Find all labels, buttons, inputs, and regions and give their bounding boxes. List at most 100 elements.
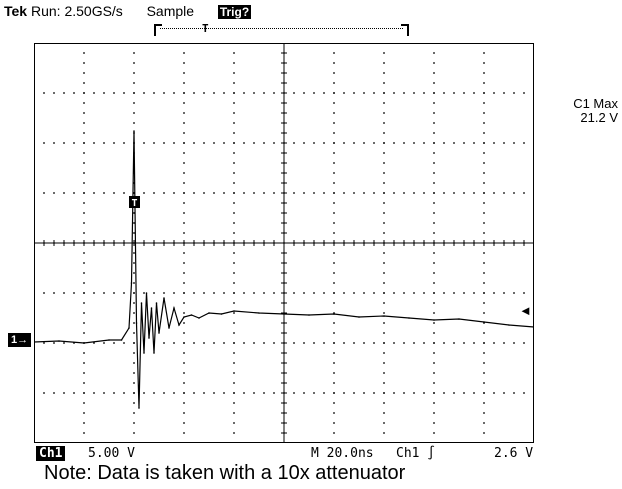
graticule-dot (413, 192, 415, 194)
graticule-dot (303, 392, 305, 394)
channel1-ground-marker: 1→ (8, 333, 32, 347)
graticule-dot (183, 212, 185, 214)
graticule-dot (83, 262, 85, 264)
graticule-dot (433, 142, 435, 144)
graticule-dot (463, 342, 465, 344)
graticule-dot (393, 142, 395, 144)
graticule-dot (293, 392, 295, 394)
graticule-dot (63, 142, 65, 144)
waveform-point (508, 324, 510, 326)
graticule-dot (383, 342, 385, 344)
graticule-dot (233, 122, 235, 124)
graticule-dot (343, 342, 345, 344)
graticule-dot (93, 292, 95, 294)
graticule-dot (513, 392, 515, 394)
graticule-dot (383, 232, 385, 234)
graticule-dot (163, 92, 165, 94)
graticule-dot (313, 342, 315, 344)
graticule-dot (433, 342, 435, 344)
trigger-point-marker: T (129, 196, 140, 209)
graticule-dot (183, 312, 185, 314)
graticule-dot (443, 92, 445, 94)
graticule-dot (383, 432, 385, 434)
graticule-dot (233, 212, 235, 214)
trigger-position-t-icon: T (202, 22, 209, 35)
graticule-dot (483, 142, 485, 144)
waveform-point (383, 315, 385, 317)
graticule-dot (333, 102, 335, 104)
graticule-dot (513, 342, 515, 344)
graticule-dot (183, 192, 185, 194)
graticule-dot (483, 432, 485, 434)
graticule-dot (293, 342, 295, 344)
graticule-dot (333, 412, 335, 414)
graticule-dot (233, 222, 235, 224)
graticule-dot (333, 92, 335, 94)
graticule-dot (433, 402, 435, 404)
graticule-dot (123, 142, 125, 144)
graticule-dot (133, 82, 135, 84)
graticule-dot (83, 362, 85, 364)
graticule-dot (433, 252, 435, 254)
graticule-dot (183, 62, 185, 64)
graticule-dot (433, 302, 435, 304)
graticule-dot (333, 132, 335, 134)
graticule-dot (403, 142, 405, 144)
graticule-dot (233, 162, 235, 164)
graticule-dot (243, 392, 245, 394)
graticule-dot (383, 162, 385, 164)
graticule-dot (333, 172, 335, 174)
graticule-dot (133, 362, 135, 364)
graticule-dot (293, 292, 295, 294)
graticule-dot (53, 292, 55, 294)
graticule-dot (433, 122, 435, 124)
graticule-dot (203, 92, 205, 94)
graticule-dot (433, 222, 435, 224)
graticule-dot (303, 92, 305, 94)
graticule-dot (233, 332, 235, 334)
graticule-dot (353, 92, 355, 94)
graticule-dot (393, 92, 395, 94)
graticule-dot (183, 332, 185, 334)
graticule-dot (163, 192, 165, 194)
graticule-dot (433, 282, 435, 284)
graticule-dot (473, 92, 475, 94)
graticule-dot (483, 222, 485, 224)
trigger-position-bar: T (154, 22, 409, 36)
trigger-box-label: T (131, 198, 137, 209)
graticule-dot (433, 322, 435, 324)
graticule-dot (113, 292, 115, 294)
graticule-dot (133, 422, 135, 424)
graticule-dot (333, 432, 335, 434)
graticule-dot (363, 292, 365, 294)
graticule-dot (383, 312, 385, 314)
graticule-dot (513, 292, 515, 294)
graticule-dot (393, 392, 395, 394)
graticule-dot (233, 342, 235, 344)
graticule-dot (483, 212, 485, 214)
graticule-dot (233, 432, 235, 434)
graticule-dot (203, 342, 205, 344)
graticule-dot (423, 342, 425, 344)
graticule-dot (483, 402, 485, 404)
graticule-dot (233, 382, 235, 384)
graticule-dot (483, 332, 485, 334)
graticule-dot (463, 192, 465, 194)
graticule-dot (233, 132, 235, 134)
graticule-dot (383, 422, 385, 424)
graticule-dot (273, 92, 275, 94)
graticule-dot (433, 432, 435, 434)
graticule-dot (333, 62, 335, 64)
graticule-dot (483, 342, 485, 344)
graticule-dot (433, 92, 435, 94)
waveform-point (138, 407, 140, 409)
graticule-dot (103, 142, 105, 144)
graticule-dot (223, 342, 225, 344)
graticule-dot (133, 122, 135, 124)
graticule-dot (73, 142, 75, 144)
graticule-dot (473, 392, 475, 394)
waveform-point (283, 313, 285, 315)
graticule-dot (423, 142, 425, 144)
graticule-dot (403, 192, 405, 194)
graticule-dot (483, 262, 485, 264)
